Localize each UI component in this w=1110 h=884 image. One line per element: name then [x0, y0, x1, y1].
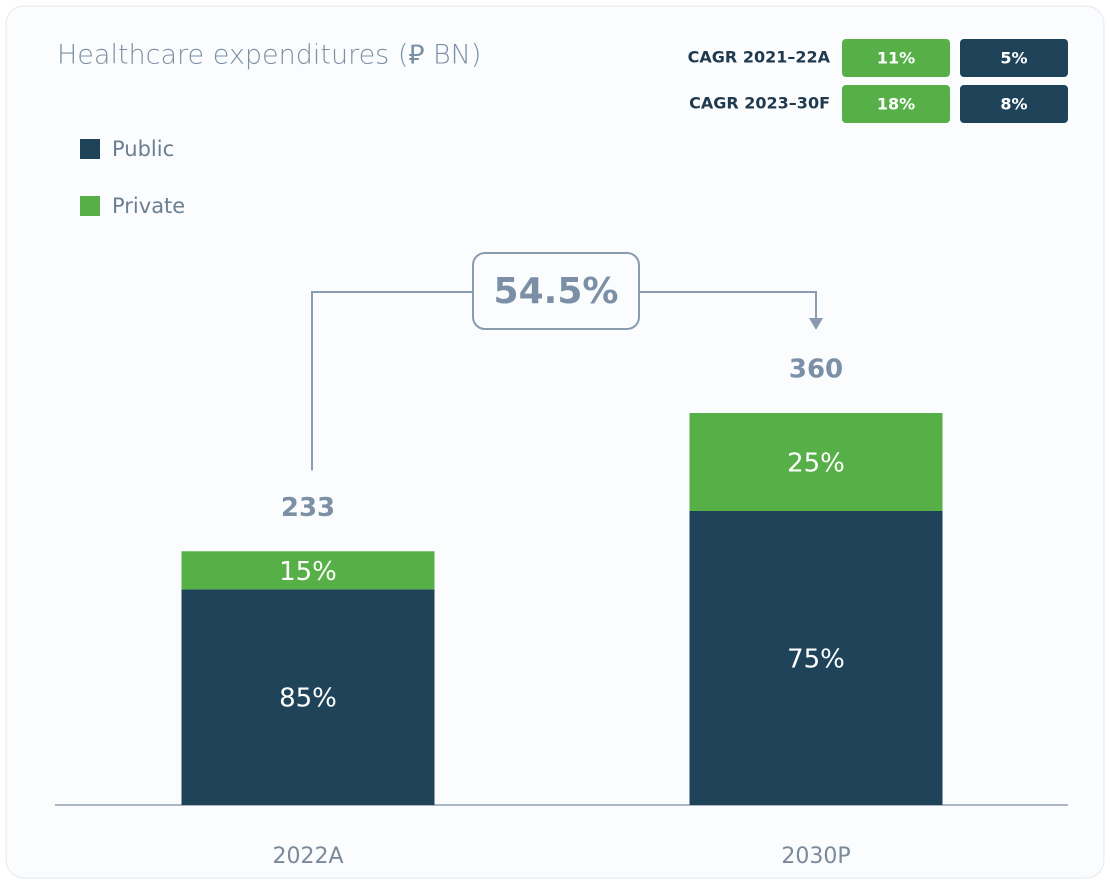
bar-segment [181, 589, 435, 805]
x-tick-label: 2022A [272, 844, 343, 869]
growth-box [472, 252, 640, 330]
cagr-cell [960, 39, 1068, 77]
bar-segment [689, 511, 943, 805]
bar-segment [689, 413, 943, 511]
arrowhead [809, 318, 823, 330]
cagr-cell [842, 85, 950, 123]
legend-swatch [80, 139, 100, 159]
growth-label: 54.5% [494, 271, 619, 312]
cagr-value: 5% [1000, 49, 1027, 68]
segment-label: 75% [787, 645, 845, 675]
cagr-value: 11% [877, 49, 915, 68]
cagr-value: 18% [877, 95, 915, 114]
cagr-label: CAGR 2023–30F [689, 94, 830, 113]
segment-label: 85% [279, 684, 337, 714]
chart-title: Healthcare expenditures (⃁ BN) [57, 40, 481, 71]
total-label: 360 [789, 355, 843, 385]
cagr-label: CAGR 2021–22A [688, 48, 831, 67]
cagr-cell [842, 39, 950, 77]
cagr-value: 8% [1000, 95, 1027, 114]
legend-swatch [80, 196, 100, 216]
bar-segment [181, 551, 435, 590]
legend-label: Public [112, 137, 174, 161]
cagr-cell [960, 85, 1068, 123]
segment-label: 15% [279, 557, 337, 587]
segment-label: 25% [787, 449, 845, 479]
x-tick-label: 2030P [781, 844, 850, 869]
total-label: 233 [281, 493, 335, 523]
legend-label: Private [112, 194, 185, 218]
